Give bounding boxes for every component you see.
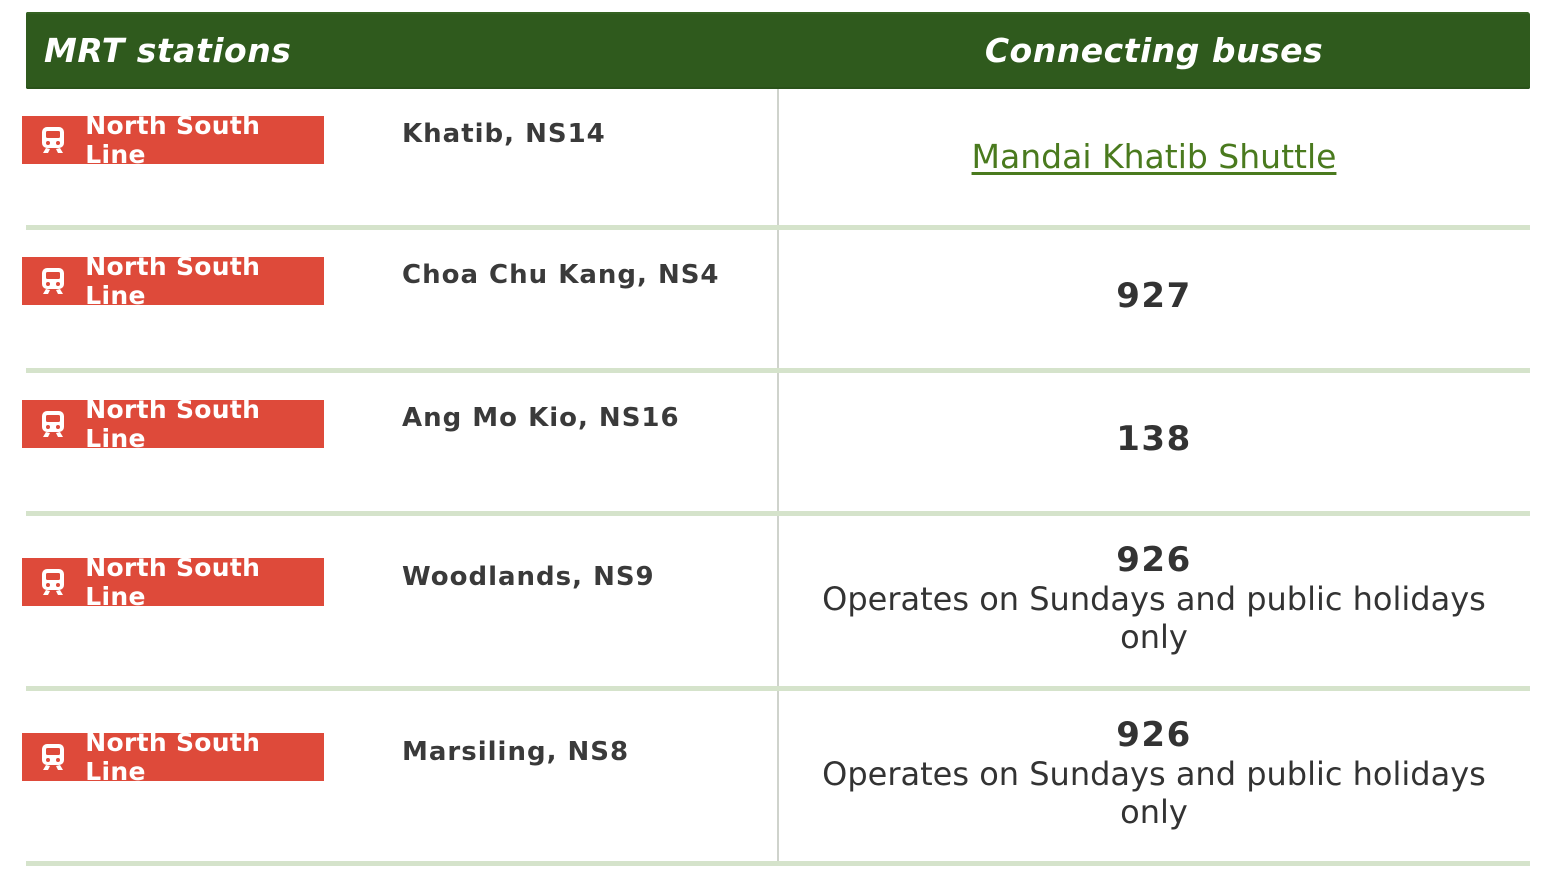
table-body: North South Line Khatib, NS14 Mandai Kha… [22, 89, 1530, 866]
bus-cell: 926 Operates on Sundays and public holid… [778, 516, 1530, 686]
table-row: North South Line Marsiling, NS8 926 Oper… [22, 691, 1530, 866]
train-icon [38, 409, 67, 439]
bus-cell: 138 [778, 373, 1530, 511]
line-badge: North South Line [22, 395, 324, 453]
train-icon [38, 742, 67, 772]
bus-service-note: Operates on Sundays and public holidays … [822, 755, 1486, 831]
line-badge: North South Line [22, 252, 324, 310]
line-badge-label: North South Line [85, 252, 261, 310]
table-row: North South Line Choa Chu Kang, NS4 927 [22, 230, 1530, 373]
train-icon [38, 266, 67, 296]
table-row: North South Line Woodlands, NS9 926 Oper… [22, 516, 1530, 691]
station-cell: North South Line Choa Chu Kang, NS4 [22, 230, 778, 368]
train-icon [38, 125, 67, 155]
line-badge-label: North South Line [85, 728, 261, 786]
station-cell: North South Line Marsiling, NS8 [22, 691, 778, 861]
bus-cell: 926 Operates on Sundays and public holid… [778, 691, 1530, 861]
bus-number: 927 [1116, 276, 1192, 316]
table-row: North South Line Ang Mo Kio, NS16 138 [22, 373, 1530, 516]
bus-number: 926 [1116, 540, 1192, 580]
station-cell: North South Line Ang Mo Kio, NS16 [22, 373, 778, 511]
header-buses-label: Connecting buses [984, 31, 1324, 70]
header-cell-buses: Connecting buses [778, 12, 1530, 89]
bus-number: 138 [1116, 419, 1192, 459]
bus-number: 926 [1116, 715, 1192, 755]
line-badge-label: North South Line [85, 111, 261, 169]
station-cell: North South Line Woodlands, NS9 [22, 516, 778, 686]
line-badge-label: North South Line [85, 553, 261, 611]
station-name: Choa Chu Kang, NS4 [402, 260, 720, 290]
header-cell-stations: MRT stations [26, 12, 778, 89]
line-badge: North South Line [22, 111, 324, 169]
train-icon [38, 567, 67, 597]
header-stations-label: MRT stations [44, 31, 292, 70]
station-name: Ang Mo Kio, NS16 [402, 403, 680, 433]
station-name: Marsiling, NS8 [402, 737, 630, 767]
bus-service-note: Operates on Sundays and public holidays … [822, 580, 1486, 656]
station-cell: North South Line Khatib, NS14 [22, 89, 778, 225]
station-name: Khatib, NS14 [402, 119, 606, 149]
mrt-bus-table: MRT stations Connecting buses North Sout… [22, 12, 1530, 866]
table-row: North South Line Khatib, NS14 Mandai Kha… [22, 89, 1530, 230]
line-badge-label: North South Line [85, 395, 261, 453]
column-divider [777, 89, 779, 866]
bus-cell: 927 [778, 230, 1530, 368]
bus-cell: Mandai Khatib Shuttle [778, 89, 1530, 225]
station-name: Woodlands, NS9 [402, 562, 655, 592]
shuttle-link[interactable]: Mandai Khatib Shuttle [971, 137, 1337, 176]
line-badge: North South Line [22, 553, 324, 611]
table-header: MRT stations Connecting buses [26, 12, 1530, 89]
line-badge: North South Line [22, 728, 324, 786]
